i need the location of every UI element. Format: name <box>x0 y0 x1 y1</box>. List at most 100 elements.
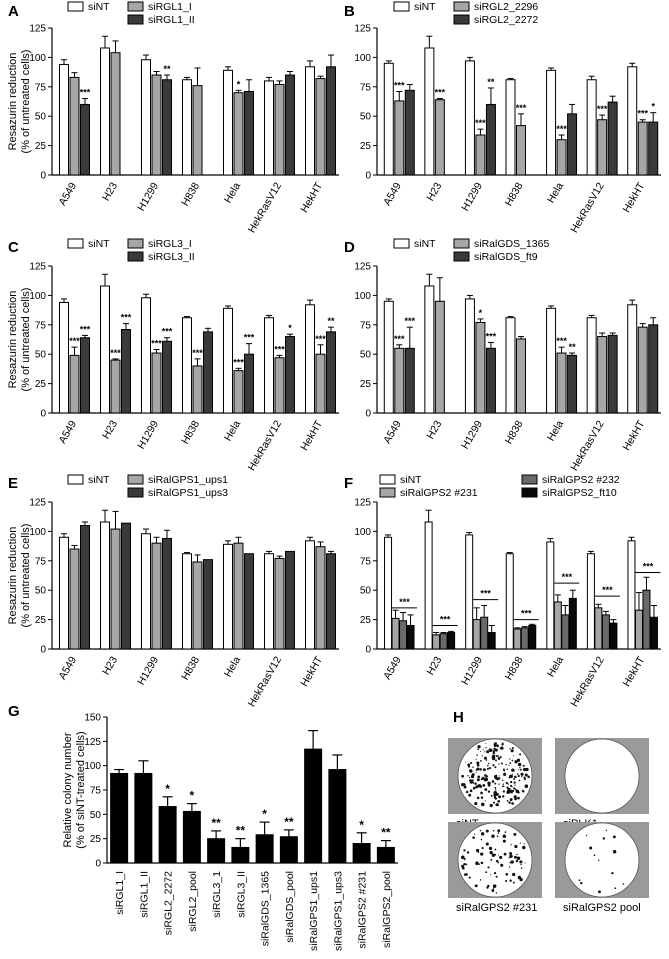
colony-dot <box>519 842 521 844</box>
colony-dot <box>511 768 515 772</box>
colony-dot <box>502 768 505 771</box>
bar <box>637 121 648 176</box>
x-tick-label: siRGL1_II <box>138 871 150 918</box>
colony-dot <box>495 803 499 807</box>
y-tick-label: 75 <box>360 556 372 567</box>
y-axis-title: Resazurin reduction(% of untreated cells… <box>7 524 32 628</box>
colony-dot <box>463 857 466 861</box>
bar <box>100 47 110 176</box>
bar <box>586 553 595 650</box>
significance-marker: * <box>288 323 292 333</box>
panel-e: E 0 25 50 75 100 125 Resazurin reduction(% of u… <box>7 474 339 709</box>
bar <box>223 69 233 176</box>
legend-swatch <box>393 1 410 12</box>
colony-dot <box>476 778 480 782</box>
significance-marker: ** <box>211 816 221 830</box>
legend-label: siRalGPS1_ups3 <box>148 487 228 499</box>
colony-dot <box>475 758 477 761</box>
significance-marker: *** <box>440 614 451 624</box>
bar <box>192 85 203 176</box>
bar <box>556 139 567 176</box>
colony-dot <box>492 887 495 889</box>
bar <box>305 66 315 176</box>
colony-dot <box>498 775 500 777</box>
significance-marker: *** <box>80 324 91 334</box>
bar <box>434 300 445 414</box>
significance-marker: *** <box>274 344 285 354</box>
colony-dot <box>488 846 493 851</box>
y-tick-label: 125 <box>29 262 46 273</box>
colony-dot <box>494 782 497 785</box>
y-tick-label: 50 <box>360 586 372 597</box>
colony-dot <box>476 754 478 756</box>
colony-dot <box>580 881 583 885</box>
colony-dot <box>491 754 496 758</box>
colony-dot <box>522 767 527 772</box>
dish-plate <box>457 822 533 898</box>
dish-plate <box>564 822 640 898</box>
colony-dot <box>578 879 581 882</box>
colony-dot <box>485 842 489 846</box>
colony-dot <box>611 871 614 875</box>
colony-dot <box>483 756 487 760</box>
bar <box>637 326 648 414</box>
colony-dot <box>508 764 510 766</box>
bar <box>505 79 516 176</box>
colony-dot <box>517 856 519 858</box>
legend-swatch <box>127 487 144 498</box>
bar <box>597 336 608 414</box>
colony-dot <box>506 791 508 794</box>
bar <box>406 624 415 650</box>
colony-dot <box>486 750 490 754</box>
bar <box>110 359 121 414</box>
bar <box>305 540 315 650</box>
bar <box>404 347 415 414</box>
x-tick-label: siRGL2_pool <box>187 871 199 932</box>
bar <box>553 601 562 650</box>
colony-dot <box>516 773 519 775</box>
significance-marker: ** <box>381 826 391 840</box>
colony-dot <box>505 781 508 785</box>
y-tick-label: 75 <box>360 82 372 93</box>
bar <box>648 121 659 176</box>
significance-marker: ** <box>569 342 577 352</box>
bar <box>404 89 415 176</box>
y-tick-label: 0 <box>95 859 101 870</box>
colony-dot <box>479 759 482 762</box>
y-axis-title-line: Resazurin reduction <box>7 53 19 151</box>
bar <box>546 541 555 650</box>
bar <box>394 100 405 176</box>
y-tick-label: 50 <box>360 112 372 123</box>
bar <box>594 607 603 650</box>
colony-dot <box>470 761 473 765</box>
significance-marker: * <box>359 818 364 832</box>
colony-dot <box>512 789 515 792</box>
legend-label: siNT <box>88 238 110 250</box>
significance-marker: ** <box>487 77 495 87</box>
colony-dot <box>480 791 483 795</box>
bar <box>203 331 213 414</box>
y-axis-title-line: Resazurin reduction <box>7 527 19 625</box>
bar <box>424 285 435 414</box>
colony-dot <box>505 872 509 876</box>
colony-dot <box>522 764 525 767</box>
colony-dot <box>505 764 507 766</box>
x-tick-label: HekRasV12 <box>246 180 284 235</box>
colony-dot <box>527 775 530 779</box>
bar <box>59 536 69 650</box>
significance-marker: ** <box>284 815 294 829</box>
x-tick-label: H1299 <box>459 654 485 687</box>
colony-dot <box>469 769 473 773</box>
bar <box>480 616 489 650</box>
bar <box>233 92 244 176</box>
colony-dot <box>509 762 512 764</box>
colony-dot <box>514 775 517 779</box>
colony-dot <box>502 742 504 744</box>
y-tick-label: 125 <box>84 737 101 748</box>
colony-dot <box>484 777 489 782</box>
bar <box>399 620 408 650</box>
bar <box>121 329 131 414</box>
y-tick-label: 50 <box>35 112 47 123</box>
y-axis-title-line: Resazurin reduction <box>7 291 19 389</box>
legend-label: siRalGPS2 #232 <box>542 474 620 486</box>
